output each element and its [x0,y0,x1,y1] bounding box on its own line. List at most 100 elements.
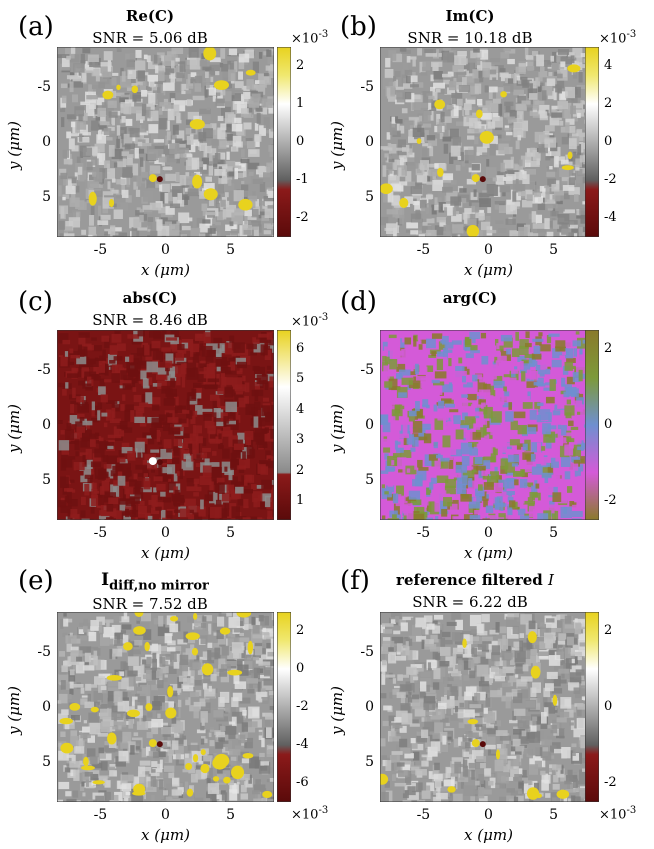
y-tick-label: 0 [42,699,51,715]
x-tick-label: 0 [484,242,493,258]
panel-label: (d) [340,287,377,317]
colorbar-tick-label: 2 [604,96,613,111]
panel-title: Im(C) [445,7,495,25]
snr-label: SNR = 8.46 dB [92,311,208,329]
colorbar-tick-label: -4 [296,737,309,752]
y-tick-label: 5 [42,754,51,771]
colorbar-tick-label: 6 [296,341,305,356]
x-tick-label: -5 [416,807,431,823]
y-tick-label: -5 [37,361,51,378]
colorbar-e [277,612,291,802]
panel-label: (e) [18,566,54,596]
y-tick-label: 0 [365,699,374,715]
colorbar-tick-label: -2 [604,493,617,508]
colorbar-tick-label: 0 [604,699,613,714]
x-tick-label: 5 [549,525,559,541]
x-axis-label: x (μm) [141,826,190,844]
colorbar-tick-label: -2 [604,775,617,790]
y-axis-label: y (μm) [328,686,346,735]
panel-label: (c) [18,287,53,317]
panel-label: (b) [340,12,377,42]
colorbar-exponent: ×10-3 [599,29,637,47]
panel-title: abs(C) [122,289,178,307]
y-axis-label: y (μm) [5,121,23,170]
colorbar-tick-label: 0 [296,661,305,676]
y-tick-label: -5 [37,78,51,95]
image-d [380,330,597,520]
colorbar-d [585,330,599,520]
panel-label: (f) [340,566,370,596]
colorbar-tick-label: 4 [604,58,613,73]
x-axis-label: x (μm) [141,261,190,279]
image-a [57,47,274,237]
panel-title: arg(C) [442,289,498,307]
colorbar-tick-label: -2 [296,699,309,714]
x-axis-label: x (μm) [464,826,513,844]
y-axis-label: y (μm) [328,121,346,170]
x-tick-label: 5 [226,525,236,541]
snr-label: SNR = 5.06 dB [92,29,208,47]
colorbar-exponent: ×10-3 [291,805,329,823]
snr-label: SNR = 10.18 dB [407,29,533,47]
y-axis-label: y (μm) [5,404,23,453]
colorbar-b [585,47,599,237]
x-tick-label: -5 [93,807,108,823]
y-tick-label: -5 [360,643,374,660]
y-tick-label: 5 [365,472,374,489]
y-tick-label: 5 [42,189,51,206]
snr-label: SNR = 7.52 dB [92,595,208,613]
colorbar-tick-label: 4 [296,401,305,417]
colorbar-tick-label: 1 [296,96,305,111]
colorbar-c [277,330,291,520]
colorbar-tick-label: -4 [604,210,617,225]
x-tick-label: 5 [226,242,236,258]
panel-title: Re(C) [125,7,175,25]
x-tick-label: 0 [161,242,170,258]
colorbar-tick-label: -6 [296,775,309,790]
y-tick-label: 0 [365,134,374,150]
image-f [380,612,597,802]
y-tick-label: -5 [360,361,374,378]
panel-title: Idiff,no mirror [101,570,209,594]
colorbar-tick-label: 0 [604,417,613,432]
colorbar-exponent: ×10-3 [291,312,329,330]
y-axis-label: y (μm) [5,686,23,735]
y-tick-label: -5 [37,643,51,660]
colorbar-tick-label: 0 [296,134,305,149]
x-tick-label: -5 [416,525,431,541]
colorbar-tick-label: 2 [604,623,613,638]
colorbar-a [277,47,291,237]
snr-label: SNR = 6.22 dB [412,593,528,611]
y-tick-label: 5 [42,472,51,489]
x-tick-label: 0 [161,807,170,823]
x-tick-label: 5 [226,807,236,823]
panel-title: reference filtered I [396,571,554,589]
x-tick-label: 0 [484,807,493,823]
colorbar-tick-label: -2 [296,210,309,225]
colorbar-tick-label: 1 [296,493,305,508]
colorbar-tick-label: 2 [604,341,613,356]
x-axis-label: x (μm) [141,544,190,562]
x-tick-label: 0 [161,525,170,541]
x-tick-label: -5 [93,242,108,258]
y-tick-label: 5 [365,189,374,206]
colorbar-tick-label: 2 [296,623,305,638]
x-tick-label: -5 [416,242,431,258]
image-e [57,612,274,802]
x-tick-label: -5 [93,525,108,541]
x-tick-label: 5 [549,242,559,258]
colorbar-tick-label: -2 [604,172,617,187]
colorbar-tick-label: 2 [296,462,305,478]
y-axis-label: y (μm) [328,404,346,453]
colorbar-tick-label: 3 [296,432,305,448]
x-tick-label: 0 [484,525,493,541]
y-tick-label: 0 [365,417,374,433]
y-tick-label: 0 [42,134,51,150]
colorbar-tick-label: 2 [296,58,305,73]
colorbar-exponent: ×10-3 [599,805,637,823]
image-b [380,47,597,237]
x-tick-label: 5 [549,807,559,823]
panel-label: (a) [18,12,54,42]
image-c [57,330,274,520]
colorbar-f [585,612,599,802]
